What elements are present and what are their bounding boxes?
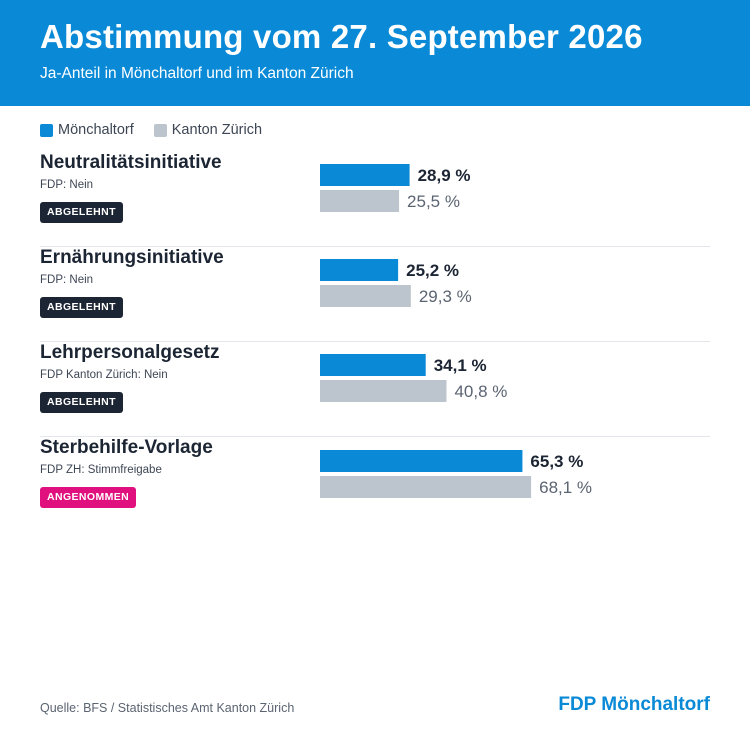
page-title: Abstimmung vom 27. September 2026	[40, 18, 643, 55]
value-label-canton: 68,1 %	[539, 478, 592, 497]
bar-canton	[320, 285, 411, 307]
row-divider	[40, 436, 710, 437]
vote-title: Lehrpersonalgesetz	[40, 342, 220, 363]
vote-recommendation: FDP: Nein	[40, 274, 94, 286]
value-label-local: 65,3 %	[530, 452, 583, 471]
row-divider	[40, 341, 710, 342]
result-badge: ABGELEHNT	[40, 202, 123, 223]
brand-logo: FDP Mönchaltorf	[558, 694, 710, 715]
bar-local	[320, 354, 426, 376]
result-badge: ABGELEHNT	[40, 297, 123, 318]
result-badge: ANGENOMMEN	[40, 487, 137, 508]
bar-canton	[320, 476, 532, 498]
vote-title: Ernährungsinitiative	[40, 247, 224, 268]
result-badge: ABGELEHNT	[40, 392, 123, 413]
bar-local	[320, 450, 523, 472]
legend-label-local: Mönchaltorf	[58, 122, 134, 138]
vote-title: Sterbehilfe-Vorlage	[40, 437, 213, 458]
bar-canton	[320, 190, 400, 212]
vote-row: Sterbehilfe-Vorlage FDP ZH: Stimmfreigab…	[40, 437, 710, 532]
vote-recommendation: FDP: Nein	[40, 179, 94, 191]
value-label-local: 28,9 %	[418, 166, 471, 185]
legend-item-local: Mönchaltorf	[40, 122, 134, 138]
vote-row: Ernährungsinitiative FDP: Nein ABGELEHNT	[40, 247, 710, 342]
vote-recommendation: FDP Kanton Zürich: Nein	[40, 369, 168, 381]
legend-item-canton: Kanton Zürich	[153, 122, 263, 138]
legend-swatch-canton	[153, 123, 167, 137]
page-subtitle: Ja-Anteil in Mönchaltorf und im Kanton Z…	[40, 65, 354, 82]
source-note: Quelle: BFS / Statistisches Amt Kanton Z…	[40, 701, 295, 715]
value-label-canton: 40,8 %	[454, 382, 507, 401]
bar-local	[320, 164, 410, 186]
vote-row: Lehrpersonalgesetz FDP Kanton Zürich: Ne…	[40, 342, 710, 437]
chart-legend: Mönchaltorf Kanton Zürich	[40, 122, 282, 138]
value-label-canton: 25,5 %	[407, 192, 460, 211]
value-label-local: 25,2 %	[406, 261, 459, 280]
header-banner: Abstimmung vom 27. September 2026 Ja-Ant…	[0, 0, 750, 106]
vote-row: Neutralitätsinitiative FDP: Nein ABGELEH…	[40, 152, 710, 247]
value-label-local: 34,1 %	[434, 356, 487, 375]
legend-label-canton: Kanton Zürich	[171, 122, 263, 138]
row-divider	[40, 246, 710, 247]
bar-local	[320, 259, 399, 281]
value-label-canton: 29,3 %	[419, 287, 472, 306]
vote-recommendation: FDP ZH: Stimmfreigabe	[40, 464, 162, 476]
bar-canton	[320, 380, 447, 402]
legend-swatch-local	[40, 123, 53, 137]
vote-title: Neutralitätsinitiative	[40, 152, 222, 173]
